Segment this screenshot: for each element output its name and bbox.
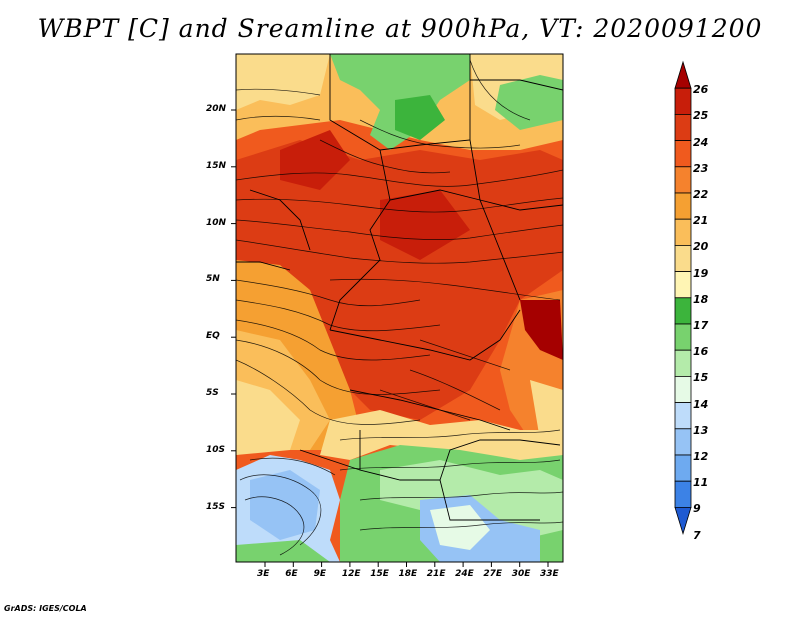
lon-tick-label: 24E <box>455 569 474 579</box>
colorbar-segment <box>674 454 692 482</box>
colorbar-label: 21 <box>693 214 709 228</box>
colorbar-segment <box>674 244 692 272</box>
colorbar-segment <box>674 87 692 115</box>
lon-tick-label: 6E <box>285 569 298 579</box>
colorbar-segment <box>674 166 692 194</box>
colorbar-label: 17 <box>693 319 709 332</box>
colorbar-segment <box>674 480 692 508</box>
colorbar-label: 13 <box>693 423 709 437</box>
lat-ticks <box>231 109 236 509</box>
colorbar-segment <box>674 507 692 535</box>
colorbar-label: 25 <box>693 109 709 123</box>
colorbar-label: 7 <box>693 528 701 542</box>
colorbar-segment <box>674 114 692 142</box>
colorbar-label: 24 <box>693 135 709 149</box>
field-southwest-blue2 <box>250 470 320 540</box>
lat-tick-label: 20N <box>206 104 227 114</box>
field-east-pale <box>530 380 563 440</box>
lat-tick-label: 5S <box>206 388 219 398</box>
lon-ticks <box>264 562 549 567</box>
lon-tick-label: 21E <box>426 569 446 579</box>
field-northeast-green <box>495 75 563 130</box>
field-red-dark-2 <box>380 190 470 260</box>
colorbar-label: 16 <box>693 345 709 359</box>
field-north-darkgreen <box>395 95 445 140</box>
colorbar-segment <box>674 218 692 246</box>
lat-tick-label: 15N <box>206 160 227 171</box>
lat-tick-label: 10S <box>206 444 226 455</box>
colorbar-label: 26 <box>693 83 709 97</box>
colorbar-label: 11 <box>693 476 709 490</box>
colorbar-segment <box>674 428 692 456</box>
lon-tick-label: 18E <box>398 569 418 579</box>
colorbar-segment <box>674 192 692 220</box>
colorbar-segment <box>674 349 692 377</box>
colorbar-label: 19 <box>693 266 709 280</box>
colorbar-segment <box>674 375 692 403</box>
lon-tick-label: 33E <box>540 569 559 579</box>
field-south-pale <box>430 505 490 550</box>
lat-tick-label: 10N <box>206 217 227 228</box>
grads-credit: GrADS: IGES/COLA <box>4 604 87 613</box>
wbpt-field <box>236 54 563 562</box>
colorbar-label: 12 <box>693 450 709 463</box>
colorbar-label: 20 <box>693 240 709 254</box>
colorbar-segment <box>674 297 692 325</box>
lon-tick-label: 9E <box>313 569 327 579</box>
field-red-dark-1 <box>280 130 350 190</box>
lon-tick-label: 30E <box>511 569 531 579</box>
field-south-yellow <box>320 410 563 470</box>
lon-tick-label: 12E <box>341 569 361 579</box>
colorbar-segment <box>674 140 692 168</box>
colorbar-segment <box>674 60 692 89</box>
colorbar-label: 18 <box>693 292 709 306</box>
lon-tick-label: 3E <box>257 569 270 579</box>
field-southwest-pale <box>236 380 300 455</box>
country-borders <box>236 54 563 521</box>
field-red-core <box>236 140 563 420</box>
colorbar-label: 22 <box>693 188 709 201</box>
lat-tick-label: 15S <box>206 501 226 512</box>
map-frame <box>235 53 564 563</box>
lat-tick-label: 5N <box>206 274 220 285</box>
colorbar-segment <box>674 271 692 299</box>
colorbar-segment <box>674 323 692 351</box>
field-sahara-pale <box>236 54 330 110</box>
lon-tick-label: 27E <box>483 569 503 579</box>
field-east-darkred <box>520 300 563 360</box>
colorbar-label: 14 <box>693 397 709 411</box>
colorbar-label: 15 <box>693 371 709 385</box>
lon-tick-label: 15E <box>370 569 389 579</box>
colorbar <box>674 60 692 535</box>
field-southwest-green <box>236 540 330 562</box>
colorbar-segment <box>674 402 692 430</box>
streamlines <box>236 59 563 556</box>
colorbar-label: 23 <box>693 161 709 175</box>
lat-tick-label: EQ <box>206 331 220 342</box>
colorbar-label: 9 <box>693 502 701 516</box>
chart-title: WBPT [C] and Sreamline at 900hPa, VT: 20… <box>37 14 763 43</box>
